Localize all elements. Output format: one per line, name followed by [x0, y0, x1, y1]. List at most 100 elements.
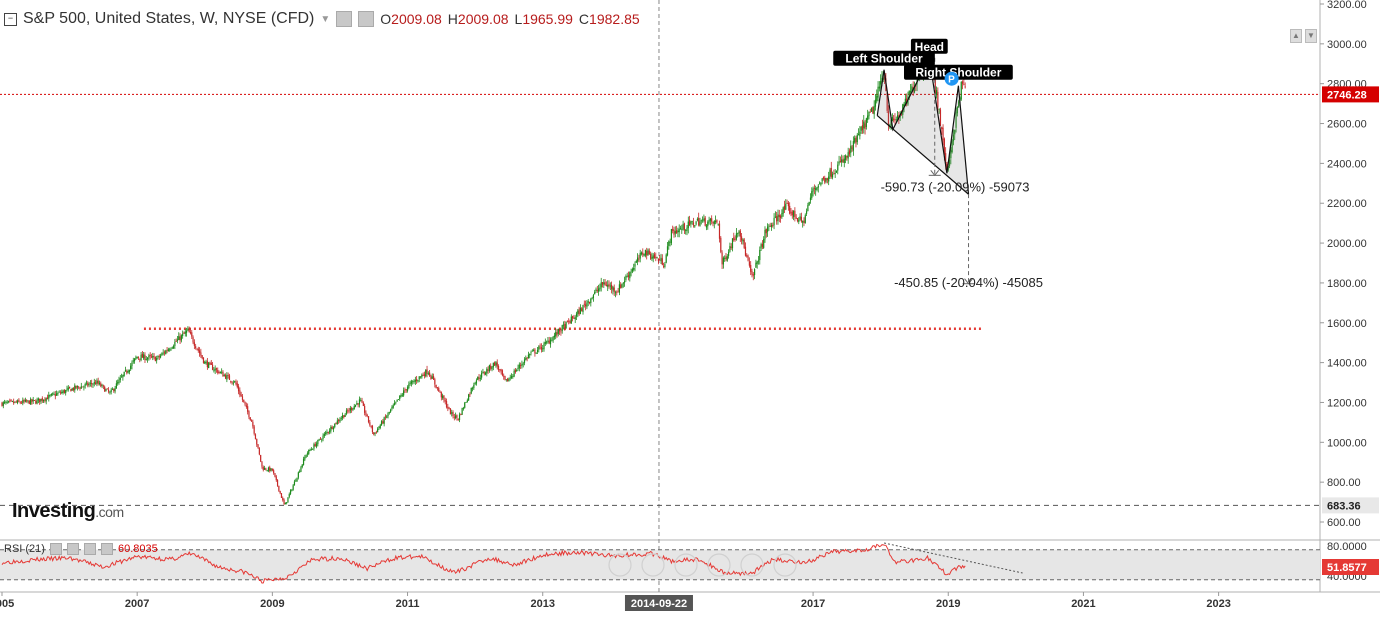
candle-body: [821, 178, 823, 182]
candle-body: [479, 377, 481, 379]
candle-body: [48, 394, 50, 399]
candle-body: [52, 393, 54, 395]
rsi-eye-icon[interactable]: [49, 543, 62, 555]
candle-body: [46, 397, 49, 400]
pattern-label: Right Shoulder: [915, 66, 1001, 80]
candle-body: [809, 197, 812, 201]
settings-icon[interactable]: [336, 11, 353, 27]
candle-body: [747, 256, 749, 261]
candle-body: [666, 246, 669, 256]
candle-body: [222, 371, 224, 377]
candle-body: [208, 362, 210, 369]
chevron-down-icon[interactable]: ▼: [320, 13, 331, 25]
candle-body: [296, 477, 298, 482]
candle-body: [75, 385, 77, 389]
candle-body: [244, 401, 246, 405]
candle-body: [221, 371, 223, 373]
candle-body: [149, 354, 151, 357]
candle-body: [179, 336, 181, 341]
candle-body: [652, 255, 654, 259]
candle-body: [813, 188, 815, 189]
candle-body: [744, 246, 747, 256]
candle-body: [501, 370, 504, 376]
time-tick-label: 2011: [396, 598, 420, 610]
candle-body: [439, 391, 441, 393]
candle-body: [856, 134, 858, 143]
candle-body: [555, 332, 557, 337]
candle-body: [335, 422, 337, 424]
candle-body: [219, 371, 221, 374]
candle-body: [353, 405, 355, 410]
candle-body: [776, 216, 778, 222]
candle-body: [185, 330, 188, 333]
close-icon[interactable]: [358, 11, 375, 27]
candle-body: [669, 241, 671, 243]
candle-body: [111, 389, 114, 391]
candle-body: [548, 340, 550, 344]
price-tick-label: 600.00: [1327, 517, 1361, 529]
candle-body: [297, 472, 299, 478]
candle-body: [444, 400, 446, 402]
candle-body: [137, 357, 140, 358]
candle-body: [685, 230, 687, 231]
rsi-more-icon[interactable]: [100, 543, 113, 555]
candle-body: [778, 214, 780, 218]
candle-body: [352, 408, 354, 410]
scale-up-icon[interactable]: ▲: [1290, 29, 1302, 43]
candle-body: [227, 374, 229, 376]
candle-body: [141, 353, 143, 358]
candle-body: [176, 339, 179, 341]
candle-body: [954, 129, 956, 135]
candle-body: [600, 282, 602, 288]
instrument-title: S&P 500, United States, W, NYSE (CFD): [23, 10, 315, 27]
candle-body: [278, 485, 280, 491]
candle-body: [35, 401, 37, 404]
candle-body: [638, 258, 640, 260]
candle-body: [61, 391, 63, 393]
candle-body: [461, 408, 463, 415]
candle-body: [735, 233, 737, 240]
candle-body: [230, 380, 232, 382]
candle-body: [699, 221, 701, 227]
candle-body: [690, 221, 692, 224]
candle-body: [679, 227, 682, 229]
scale-down-icon[interactable]: ▼: [1305, 29, 1317, 43]
candle-body: [945, 153, 947, 166]
candle-body: [191, 332, 193, 337]
candle-body: [739, 230, 741, 237]
candle-body: [822, 177, 825, 179]
candle-body: [421, 374, 423, 378]
candle-body: [560, 331, 562, 333]
candle-body: [31, 399, 33, 402]
candle-body: [692, 222, 695, 226]
rsi-settings-icon[interactable]: [66, 543, 79, 555]
rsi-toolbar-ghost-icon: [608, 553, 632, 577]
candle-body: [630, 271, 632, 273]
candle-body: [426, 369, 428, 374]
rsi-toolbar-ghost-icon: [773, 553, 797, 577]
candle-body: [41, 398, 43, 401]
candle-body: [2, 402, 4, 406]
candle-body: [27, 400, 29, 402]
candle-body: [1, 402, 3, 406]
investing-logo: Investing.com: [12, 500, 124, 523]
candle-body: [482, 371, 484, 373]
candle-body: [876, 95, 878, 102]
rsi-toolbar-ghost-icon: [740, 553, 764, 577]
pattern-fill: [877, 57, 969, 195]
candle-body: [102, 385, 104, 387]
candle-body: [716, 219, 718, 223]
candle-body: [468, 394, 470, 401]
candle-body: [634, 263, 636, 267]
candle-body: [162, 352, 164, 354]
candle-body: [755, 262, 757, 268]
collapse-toggle-icon[interactable]: −: [4, 12, 17, 26]
candle-body: [448, 407, 450, 409]
candle-body: [383, 417, 385, 424]
rsi-close-icon[interactable]: [83, 543, 96, 555]
candle-body: [594, 291, 596, 295]
candle-body: [146, 357, 149, 360]
candle-body: [577, 310, 579, 314]
candle-body: [791, 211, 793, 216]
candle-body: [779, 215, 782, 219]
